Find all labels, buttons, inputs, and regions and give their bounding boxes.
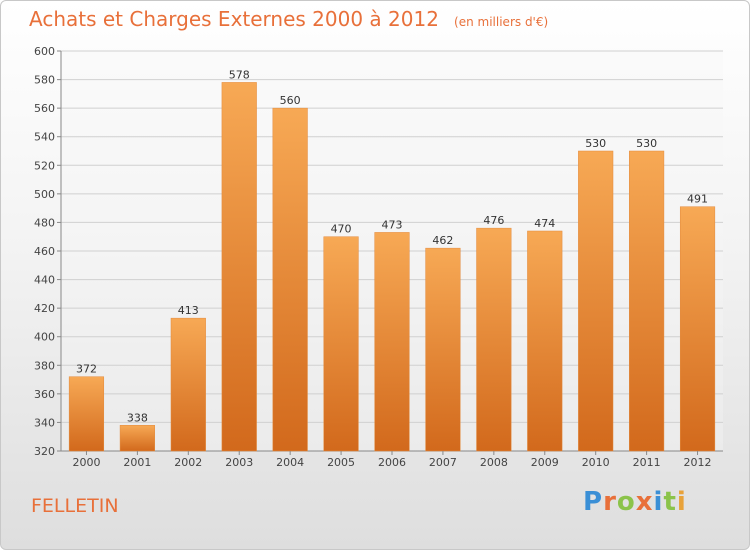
- bar-value-label: 462: [432, 234, 453, 247]
- bar-value-label: 578: [229, 68, 250, 81]
- x-tick-label: 2000: [72, 456, 100, 469]
- city-name: FELLETIN: [31, 495, 119, 517]
- y-tick-label: 500: [34, 188, 55, 201]
- chart-unit: (en milliers d'€): [454, 15, 549, 29]
- bar-value-label: 372: [76, 363, 97, 376]
- bar-value-label: 560: [280, 94, 301, 107]
- proxiti-logo[interactable]: Proxiti: [583, 487, 687, 517]
- bar: [629, 150, 665, 452]
- x-tick-label: 2007: [429, 456, 457, 469]
- bar-value-label: 338: [127, 411, 148, 424]
- x-tick-label: 2006: [378, 456, 406, 469]
- bar-value-label: 473: [382, 218, 403, 231]
- y-tick-label: 580: [34, 74, 55, 87]
- bar: [374, 232, 410, 452]
- chart-title-text: Achats et Charges Externes 2000 à 2012: [29, 7, 439, 31]
- bar: [170, 317, 206, 452]
- bar-value-label: 530: [585, 137, 606, 150]
- bar: [323, 236, 359, 452]
- x-tick-label: 2001: [123, 456, 151, 469]
- y-tick-label: 440: [34, 274, 55, 287]
- bar: [119, 425, 155, 452]
- bar-value-label: 530: [636, 137, 657, 150]
- y-tick-label: 460: [34, 245, 55, 258]
- bar: [527, 230, 563, 452]
- bar-value-label: 413: [178, 304, 199, 317]
- bar: [68, 376, 105, 452]
- y-tick-label: 340: [34, 416, 55, 429]
- x-tick-label: 2005: [327, 456, 355, 469]
- bar-value-label: 476: [483, 214, 504, 227]
- y-tick-label: 520: [34, 159, 55, 172]
- x-tick-label: 2003: [225, 456, 253, 469]
- x-tick-label: 2009: [531, 456, 559, 469]
- y-tick-label: 540: [34, 131, 55, 144]
- y-tick-label: 480: [34, 216, 55, 229]
- bar: [578, 150, 614, 452]
- bar: [425, 247, 461, 452]
- y-tick-label: 320: [34, 445, 55, 458]
- y-tick-label: 360: [34, 388, 55, 401]
- bar: [679, 206, 716, 452]
- x-tick-label: 2002: [174, 456, 202, 469]
- y-tick-label: 420: [34, 302, 55, 315]
- x-tick-label: 2012: [684, 456, 712, 469]
- y-tick-label: 600: [34, 45, 55, 58]
- x-tick-label: 2004: [276, 456, 304, 469]
- x-tick-label: 2008: [480, 456, 508, 469]
- y-tick-label: 560: [34, 102, 55, 115]
- bar: [221, 82, 257, 452]
- y-tick-label: 400: [34, 331, 55, 344]
- bar-value-label: 474: [534, 217, 555, 230]
- bar-value-label: 491: [687, 193, 708, 206]
- bar-value-label: 470: [331, 223, 352, 236]
- bar: [476, 227, 512, 452]
- bar: [272, 107, 308, 452]
- x-tick-label: 2011: [633, 456, 661, 469]
- x-tick-label: 2010: [582, 456, 610, 469]
- y-tick-label: 380: [34, 359, 55, 372]
- chart-title: Achats et Charges Externes 2000 à 2012 (…: [29, 7, 548, 31]
